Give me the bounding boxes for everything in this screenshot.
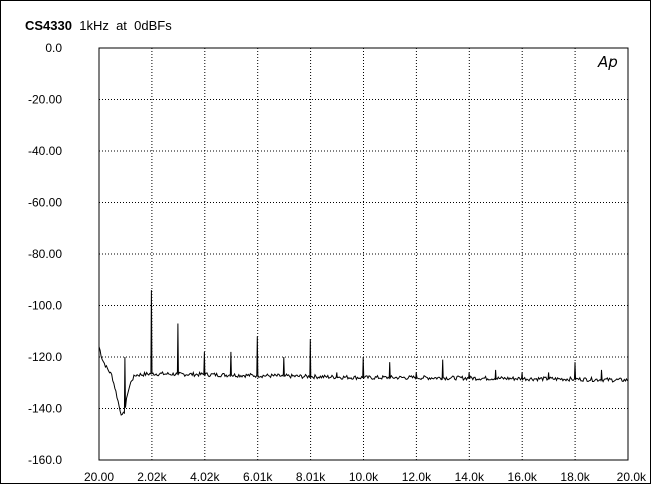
y-tick-label: -160.0 — [28, 453, 62, 467]
y-tick-label: 0.0 — [45, 41, 62, 55]
title-frequency: 1kHz — [79, 18, 109, 33]
title-level: 0dBFs — [134, 18, 172, 33]
y-tick-label: -120.0 — [28, 350, 62, 364]
y-tick-label: -20.00 — [28, 93, 62, 107]
title-separator: at — [116, 18, 127, 33]
x-tick-label: 4.02k — [190, 470, 220, 484]
y-tick-label: -140.0 — [28, 402, 62, 416]
plot-frame — [98, 47, 629, 461]
x-tick-label: 10.0k — [349, 470, 379, 484]
spectrum-line — [98, 290, 628, 416]
x-tick-label: 20.00 — [84, 470, 114, 484]
x-tick-label: 14.0k — [455, 470, 485, 484]
y-tick-label: -40.00 — [28, 144, 62, 158]
y-tick-labels: 0.0 -20.00 -40.00 -60.00 -80.00 -100.0 -120.0 -… — [28, 41, 62, 467]
x-tick-labels: 20.00 2.02k 4.02k 6.01k 8.01k 10.0k 12.0k 14.0k… — [84, 470, 647, 484]
x-tick-label: 2.02k — [137, 470, 167, 484]
x-tick-label: 6.01k — [243, 470, 273, 484]
grid — [99, 48, 628, 460]
y-tick-label: -60.00 — [28, 196, 62, 210]
x-tick-label: 16.0k — [508, 470, 538, 484]
title-device: CS4330 — [25, 18, 72, 33]
y-tick-label: -80.00 — [28, 247, 62, 261]
chart-title: CS4330 1kHz at 0dBFs — [25, 18, 172, 33]
x-tick-label: 20.0k — [617, 470, 647, 484]
y-tick-label: -100.0 — [28, 299, 62, 313]
x-tick-label: 8.01k — [296, 470, 326, 484]
ap-logo: Ap — [597, 53, 618, 71]
x-tick-label: 12.0k — [402, 470, 432, 484]
x-tick-label: 18.0k — [560, 470, 590, 484]
